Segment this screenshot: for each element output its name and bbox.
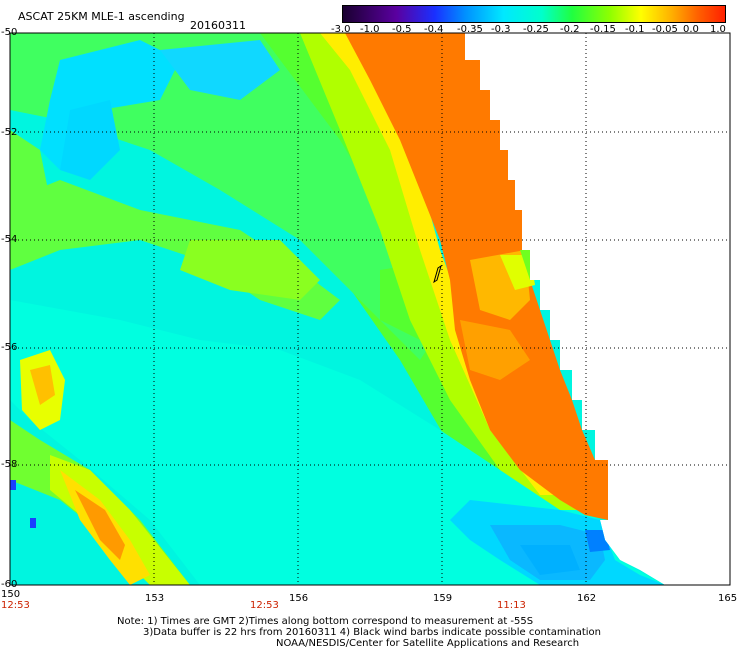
time-label: 12:53 (250, 600, 279, 611)
lon-label: 156 (289, 593, 309, 604)
lat-label: -50 (1, 27, 18, 38)
lon-label: 162 (577, 593, 597, 604)
colorbar-label: -0.2 (560, 24, 580, 35)
colorbar-label: 1.0 (710, 24, 726, 35)
colorbar-label: -0.4 (424, 24, 444, 35)
colorbar-label: -3.0 (331, 24, 351, 35)
colorbar (342, 5, 726, 23)
colorbar-label: -0.15 (590, 24, 616, 35)
map-date: 20160311 (190, 19, 246, 32)
colorbar-label: -0.35 (457, 24, 483, 35)
lon-label: 165 (718, 593, 738, 604)
lat-label: -58 (1, 459, 18, 470)
lat-label: -60 (1, 579, 18, 590)
time-label: 12:53 (1, 600, 30, 611)
lat-label: -54 (1, 234, 18, 245)
lon-label: 150 (1, 589, 21, 600)
note-line-2: 3)Data buffer is 22 hrs from 20160311 4)… (143, 627, 601, 638)
time-label: 11:13 (497, 600, 526, 611)
map-title: ASCAT 25KM MLE-1 ascending (18, 10, 185, 23)
colorbar-label: -0.25 (523, 24, 549, 35)
lat-label: -56 (1, 342, 18, 353)
lon-label: 159 (433, 593, 453, 604)
colorbar-label: -1.0 (360, 24, 380, 35)
wind-barb-marker (433, 264, 442, 284)
colorbar-label: -0.3 (491, 24, 511, 35)
swath (10, 33, 665, 585)
note-line-1: Note: 1) Times are GMT 2)Times along bot… (117, 616, 534, 627)
colorbar-label: 0.0 (683, 24, 699, 35)
lon-label: 153 (145, 593, 165, 604)
colorbar-label: -0.1 (625, 24, 645, 35)
note-line-3: NOAA/NESDIS/Center for Satellite Applica… (276, 638, 580, 649)
colorbar-label: -0.5 (392, 24, 412, 35)
colorbar-label: -0.05 (652, 24, 678, 35)
lat-label: -52 (1, 127, 18, 138)
grid (10, 33, 730, 585)
